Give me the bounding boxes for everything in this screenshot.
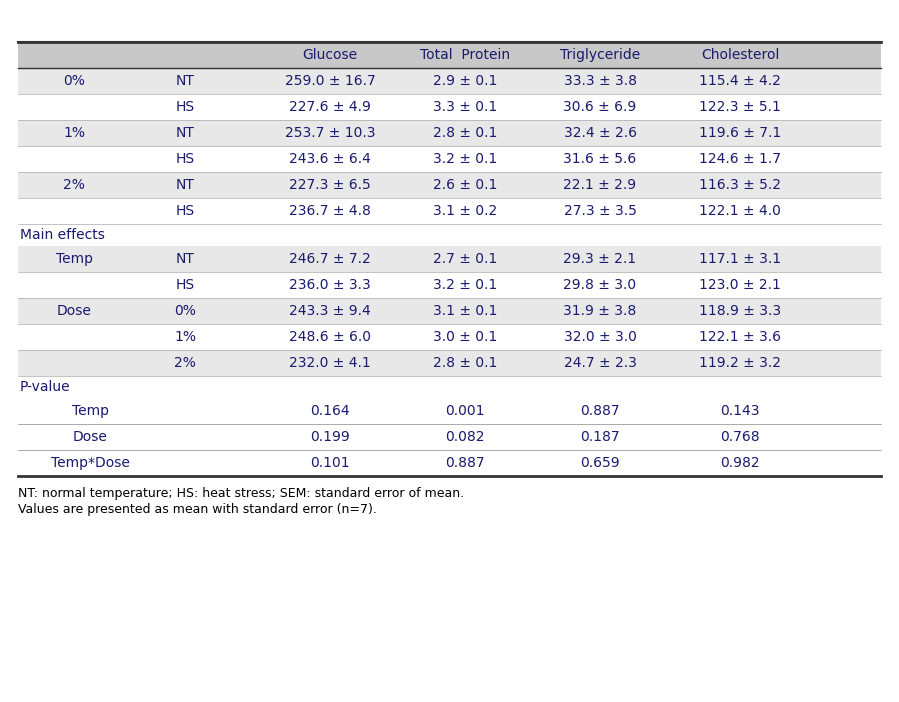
Text: NT: normal temperature; HS: heat stress; SEM: standard error of mean.: NT: normal temperature; HS: heat stress;… (18, 487, 464, 501)
Text: 3.3 ± 0.1: 3.3 ± 0.1 (433, 100, 497, 114)
Text: 1%: 1% (63, 126, 85, 140)
Text: HS: HS (175, 152, 194, 166)
Text: 31.6 ± 5.6: 31.6 ± 5.6 (564, 152, 636, 166)
Text: 22.1 ± 2.9: 22.1 ± 2.9 (564, 178, 636, 192)
Text: HS: HS (175, 204, 194, 218)
Text: 0.143: 0.143 (720, 404, 760, 418)
Text: 0.659: 0.659 (580, 456, 619, 470)
Text: Temp: Temp (72, 404, 109, 418)
Text: 31.9 ± 3.8: 31.9 ± 3.8 (564, 304, 636, 318)
Text: 0.001: 0.001 (445, 404, 485, 418)
Bar (18, 68, 881, 94)
Text: 246.7 ± 7.2: 246.7 ± 7.2 (289, 252, 371, 266)
Text: 243.6 ± 6.4: 243.6 ± 6.4 (289, 152, 371, 166)
Bar (18, 172, 881, 198)
Text: Dose: Dose (73, 430, 108, 444)
Text: Values are presented as mean with standard error (n=7).: Values are presented as mean with standa… (18, 503, 377, 517)
Text: 2.7 ± 0.1: 2.7 ± 0.1 (433, 252, 497, 266)
Text: 0.887: 0.887 (580, 404, 619, 418)
Text: 236.7 ± 4.8: 236.7 ± 4.8 (289, 204, 371, 218)
Text: 3.2 ± 0.1: 3.2 ± 0.1 (433, 152, 497, 166)
Text: Temp: Temp (56, 252, 93, 266)
Text: 2%: 2% (63, 178, 85, 192)
Text: 118.9 ± 3.3: 118.9 ± 3.3 (699, 304, 781, 318)
Text: NT: NT (175, 126, 194, 140)
Text: Total  Protein: Total Protein (420, 48, 510, 62)
Text: 243.3 ± 9.4: 243.3 ± 9.4 (289, 304, 371, 318)
Text: Main effects: Main effects (20, 228, 105, 242)
Text: 232.0 ± 4.1: 232.0 ± 4.1 (289, 356, 371, 370)
Text: 122.1 ± 3.6: 122.1 ± 3.6 (699, 330, 781, 344)
Text: 0%: 0% (174, 304, 196, 318)
Text: P-value: P-value (20, 380, 71, 394)
Text: 2.8 ± 0.1: 2.8 ± 0.1 (432, 126, 497, 140)
Text: 227.6 ± 4.9: 227.6 ± 4.9 (289, 100, 371, 114)
Text: 2.8 ± 0.1: 2.8 ± 0.1 (432, 356, 497, 370)
Text: NT: NT (175, 178, 194, 192)
Text: Glucose: Glucose (302, 48, 358, 62)
Text: 33.3 ± 3.8: 33.3 ± 3.8 (564, 74, 636, 88)
Text: 115.4 ± 4.2: 115.4 ± 4.2 (699, 74, 781, 88)
Text: 119.2 ± 3.2: 119.2 ± 3.2 (699, 356, 781, 370)
Text: 259.0 ± 16.7: 259.0 ± 16.7 (285, 74, 376, 88)
Text: 119.6 ± 7.1: 119.6 ± 7.1 (699, 126, 781, 140)
Text: 2.9 ± 0.1: 2.9 ± 0.1 (432, 74, 497, 88)
Text: 32.4 ± 2.6: 32.4 ± 2.6 (564, 126, 636, 140)
Text: HS: HS (175, 100, 194, 114)
Bar (18, 298, 881, 324)
Text: 123.0 ± 2.1: 123.0 ± 2.1 (699, 278, 781, 292)
Text: Temp*Dose: Temp*Dose (50, 456, 129, 470)
Bar (18, 120, 881, 146)
Text: 0.887: 0.887 (445, 456, 485, 470)
Text: 29.8 ± 3.0: 29.8 ± 3.0 (564, 278, 636, 292)
Text: 0.164: 0.164 (310, 404, 350, 418)
Bar (18, 246, 881, 272)
Text: Cholesterol: Cholesterol (701, 48, 779, 62)
Text: 3.2 ± 0.1: 3.2 ± 0.1 (433, 278, 497, 292)
Text: Dose: Dose (57, 304, 92, 318)
Text: 29.3 ± 2.1: 29.3 ± 2.1 (564, 252, 636, 266)
Text: 32.0 ± 3.0: 32.0 ± 3.0 (564, 330, 636, 344)
Text: 0%: 0% (63, 74, 85, 88)
Text: 3.1 ± 0.1: 3.1 ± 0.1 (432, 304, 497, 318)
Bar (18, 42, 881, 68)
Text: Triglyceride: Triglyceride (560, 48, 640, 62)
Text: 24.7 ± 2.3: 24.7 ± 2.3 (564, 356, 636, 370)
Text: 0.982: 0.982 (720, 456, 760, 470)
Text: NT: NT (175, 74, 194, 88)
Text: 3.1 ± 0.2: 3.1 ± 0.2 (433, 204, 497, 218)
Text: 3.0 ± 0.1: 3.0 ± 0.1 (433, 330, 497, 344)
Text: 0.199: 0.199 (310, 430, 350, 444)
Text: 116.3 ± 5.2: 116.3 ± 5.2 (699, 178, 781, 192)
Text: 0.187: 0.187 (580, 430, 619, 444)
Text: 236.0 ± 3.3: 236.0 ± 3.3 (289, 278, 371, 292)
Text: 227.3 ± 6.5: 227.3 ± 6.5 (289, 178, 371, 192)
Text: 2.6 ± 0.1: 2.6 ± 0.1 (432, 178, 497, 192)
Text: 248.6 ± 6.0: 248.6 ± 6.0 (289, 330, 371, 344)
Text: 2%: 2% (174, 356, 196, 370)
Text: 124.6 ± 1.7: 124.6 ± 1.7 (699, 152, 781, 166)
Text: 0.101: 0.101 (310, 456, 350, 470)
Text: 122.3 ± 5.1: 122.3 ± 5.1 (699, 100, 781, 114)
Text: HS: HS (175, 278, 194, 292)
Bar (18, 350, 881, 376)
Text: 122.1 ± 4.0: 122.1 ± 4.0 (699, 204, 781, 218)
Text: 0.768: 0.768 (720, 430, 760, 444)
Text: 117.1 ± 3.1: 117.1 ± 3.1 (699, 252, 781, 266)
Text: NT: NT (175, 252, 194, 266)
Text: 30.6 ± 6.9: 30.6 ± 6.9 (564, 100, 636, 114)
Text: 0.082: 0.082 (445, 430, 485, 444)
Text: 1%: 1% (174, 330, 196, 344)
Text: 27.3 ± 3.5: 27.3 ± 3.5 (564, 204, 636, 218)
Text: 253.7 ± 10.3: 253.7 ± 10.3 (285, 126, 375, 140)
